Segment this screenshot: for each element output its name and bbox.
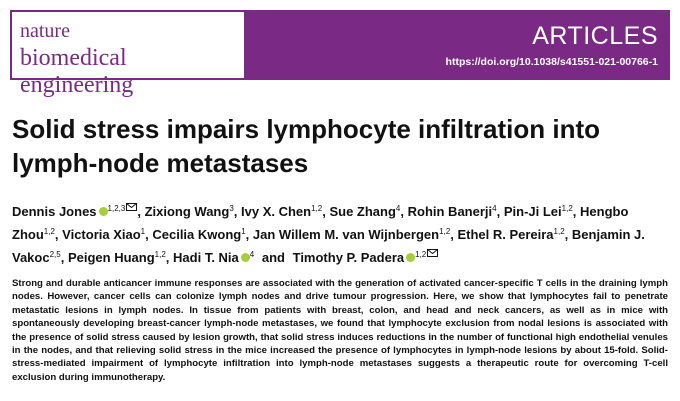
separator: , [54,227,59,242]
author-name[interactable]: Peigen Huang [67,250,155,265]
separator: , [496,204,501,219]
author-name[interactable]: Sue Zhang [329,204,396,219]
affiliation: 1,2 [561,204,573,213]
author-name[interactable]: Cecilia Kwong [152,227,242,242]
author-list: Dennis Jones 1,2,3, Zixiong Wang3, Ivy X.… [12,200,662,269]
orcid-icon[interactable] [98,207,108,216]
email-icon[interactable] [427,249,439,257]
affiliation: 1,2 [553,227,565,236]
affiliation: 4 [395,204,401,213]
author-name[interactable]: Zixiong Wang [144,204,230,219]
author-name[interactable]: Timothy P. Padera [292,250,405,265]
author-name[interactable]: Jan Willem M. van Wijnbergen [252,227,440,242]
separator: , [564,227,569,242]
separator: , [450,227,454,242]
author-name[interactable]: Rohin Banerji [407,204,493,219]
email-icon[interactable] [126,203,138,211]
affiliation: 4 [492,204,497,213]
orcid-icon[interactable] [240,253,250,262]
affiliation: 1,2 [415,250,427,259]
journal-name: nature [20,20,70,42]
author-name[interactable]: Pin-Ji Lei [503,204,562,219]
affiliation: 2,5 [49,250,61,259]
author-name[interactable]: Benjamin J. Vakoc [12,227,645,265]
separator: , [322,204,326,219]
affiliation: 1,2 [439,227,451,236]
affiliation: 4 [249,250,255,259]
journal-name: biomedical engineering [20,45,134,98]
author-name[interactable]: Ethel R. Pereira [457,227,554,242]
affiliation: 1,2 [43,227,55,236]
affiliation: 3 [229,204,234,213]
separator: , [572,204,577,219]
abstract: Strong and durable anticancer immune res… [12,278,668,383]
author-name[interactable]: Ivy X. Chen [241,204,312,219]
separator: , [245,227,250,242]
affiliation: 1,2 [154,250,166,259]
orcid-icon[interactable] [406,253,416,262]
affiliation: 1,2 [311,204,323,213]
affiliation: 1 [241,227,246,236]
separator: , [137,204,141,219]
separator: , [400,204,404,219]
article-title: Solid stress impairs lymphocyte infiltra… [12,114,600,178]
separator: , [60,250,65,265]
separator: , [165,250,170,265]
journal-logo: nature biomedical engineering [12,12,244,98]
separator: , [145,227,149,242]
author-name[interactable]: Dennis Jones [12,204,97,219]
author-name[interactable]: Victoria Xiao [62,227,141,242]
author-name[interactable]: Hadi T. Nia [173,250,239,265]
separator: , [233,204,238,219]
affiliation: 1 [140,227,146,236]
doi-link[interactable]: https://doi.org/10.1038/s41551-021-00766… [445,56,658,68]
separator: and [261,250,285,265]
author-name[interactable]: Hengbo Zhou [12,204,629,242]
section-label: ARTICLES [532,22,658,50]
affiliation: 1,2,3 [107,204,126,213]
